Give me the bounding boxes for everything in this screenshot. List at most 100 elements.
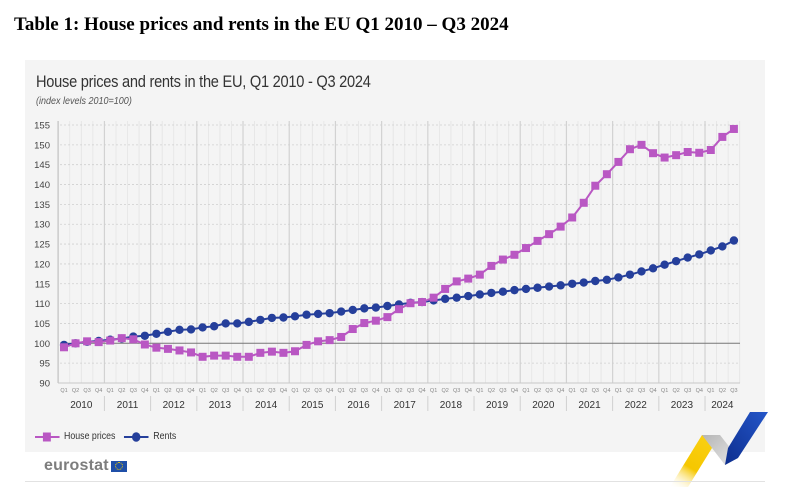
x-quarter-label: Q1 bbox=[338, 388, 345, 394]
y-tick-label: 140 bbox=[34, 180, 50, 191]
rents-point bbox=[360, 304, 369, 313]
house-prices-point bbox=[649, 149, 658, 158]
x-quarter-label: Q1 bbox=[615, 388, 622, 394]
square-marker-icon bbox=[35, 432, 60, 441]
house-prices-point bbox=[602, 170, 611, 179]
legend-item-house-prices: House prices bbox=[35, 431, 115, 442]
house-prices-point bbox=[291, 347, 299, 356]
rents-point bbox=[521, 284, 531, 294]
x-quarter-label: Q3 bbox=[638, 388, 645, 394]
y-tick-label: 145 bbox=[34, 160, 50, 171]
legend-item-rents: Rents bbox=[124, 431, 176, 442]
rents-point bbox=[683, 253, 692, 262]
rents-point bbox=[625, 270, 635, 279]
x-quarter-label: Q4 bbox=[557, 388, 564, 394]
house-prices-point bbox=[672, 151, 681, 160]
rents-point bbox=[718, 242, 727, 251]
rents-point bbox=[302, 310, 311, 319]
rents-point bbox=[464, 291, 473, 301]
x-quarter-label: Q2 bbox=[118, 388, 125, 394]
house-prices-point bbox=[187, 348, 196, 357]
house-prices-point bbox=[244, 352, 253, 361]
x-quarter-label: Q3 bbox=[130, 388, 137, 394]
y-tick-label: 105 bbox=[34, 319, 50, 330]
house-prices-point bbox=[522, 244, 530, 253]
rents-point bbox=[533, 283, 542, 292]
x-quarter-label: Q2 bbox=[672, 388, 679, 394]
x-quarter-label: Q4 bbox=[187, 388, 194, 394]
x-quarter-label: Q2 bbox=[488, 388, 495, 394]
rents-point bbox=[475, 290, 484, 299]
rents-point bbox=[568, 279, 577, 288]
logo-text: eurostat bbox=[44, 457, 109, 474]
house-prices-point bbox=[464, 274, 473, 283]
rents-point bbox=[175, 325, 184, 335]
rents-point bbox=[579, 278, 588, 287]
x-quarter-label: Q4 bbox=[511, 388, 518, 394]
eurostat-swoosh-icon bbox=[670, 412, 768, 487]
y-tick-label: 120 bbox=[34, 259, 50, 270]
x-year-label: 2012 bbox=[163, 400, 186, 411]
rents-point bbox=[591, 276, 600, 286]
house-prices-point bbox=[429, 293, 438, 302]
house-prices-point bbox=[406, 299, 415, 308]
house-prices-point bbox=[683, 147, 692, 156]
x-quarter-label: Q3 bbox=[222, 388, 229, 394]
document-title: Table 1: House prices and rents in the E… bbox=[14, 14, 509, 35]
x-quarter-label: Q1 bbox=[569, 388, 576, 394]
x-quarter-label: Q3 bbox=[592, 388, 599, 394]
house-prices-point bbox=[221, 351, 230, 360]
x-quarter-label: Q1 bbox=[522, 388, 529, 394]
house-prices-point bbox=[510, 250, 519, 259]
house-prices-point bbox=[256, 348, 265, 357]
house-prices-point bbox=[591, 181, 600, 190]
chart-subtitle: (index levels 2010=100) bbox=[36, 96, 132, 107]
x-quarter-label: Q3 bbox=[83, 388, 90, 394]
x-quarter-label: Q1 bbox=[661, 388, 668, 394]
x-quarter-label: Q1 bbox=[430, 388, 437, 394]
x-year-label: 2010 bbox=[70, 400, 93, 411]
y-tick-label: 130 bbox=[34, 220, 50, 231]
rents-point bbox=[163, 327, 173, 336]
house-prices-point bbox=[279, 348, 288, 357]
x-quarter-label: Q4 bbox=[696, 388, 703, 394]
x-quarter-label: Q3 bbox=[407, 388, 414, 394]
house-prices-point bbox=[210, 351, 219, 360]
rents-point bbox=[383, 301, 392, 311]
y-tick-label: 95 bbox=[39, 359, 50, 370]
x-quarter-label: Q4 bbox=[603, 388, 610, 394]
house-prices-point bbox=[568, 213, 577, 222]
y-tick-label: 155 bbox=[34, 121, 50, 132]
axis-layer: 90 95 100 105 110 115 120 125 130 135 140 145 150 155… bbox=[34, 121, 738, 411]
x-year-label: 2017 bbox=[394, 400, 417, 411]
x-year-label: 2011 bbox=[117, 400, 139, 411]
x-quarter-label: Q2 bbox=[349, 388, 356, 394]
house-prices-point bbox=[325, 336, 334, 345]
house-prices-point bbox=[533, 236, 542, 245]
house-prices-point bbox=[452, 277, 461, 286]
rents-point bbox=[325, 308, 334, 318]
legend: House prices Rents bbox=[35, 431, 176, 442]
x-quarter-label: Q1 bbox=[476, 388, 483, 394]
x-quarter-label: Q3 bbox=[176, 388, 183, 394]
x-quarter-label: Q1 bbox=[60, 388, 67, 394]
x-quarter-label: Q2 bbox=[395, 388, 402, 394]
rents-point bbox=[487, 288, 496, 298]
house-prices-point bbox=[660, 153, 669, 162]
x-quarter-label: Q2 bbox=[303, 388, 310, 394]
rents-point bbox=[648, 264, 658, 273]
x-quarter-label: Q3 bbox=[314, 388, 321, 394]
house-prices-point bbox=[441, 284, 450, 293]
rents-point bbox=[233, 319, 242, 328]
x-quarter-label: Q2 bbox=[72, 388, 79, 394]
circle-marker-icon bbox=[124, 431, 149, 442]
x-year-label: 2020 bbox=[532, 400, 555, 411]
divider bbox=[25, 481, 765, 482]
x-quarter-label: Q2 bbox=[257, 388, 264, 394]
house-prices-point bbox=[140, 340, 149, 349]
house-prices-point bbox=[579, 198, 588, 207]
house-prices-point bbox=[718, 132, 727, 141]
x-quarter-label: Q4 bbox=[234, 388, 241, 394]
rents-point bbox=[544, 282, 554, 291]
eu-flag-icon bbox=[110, 460, 127, 472]
